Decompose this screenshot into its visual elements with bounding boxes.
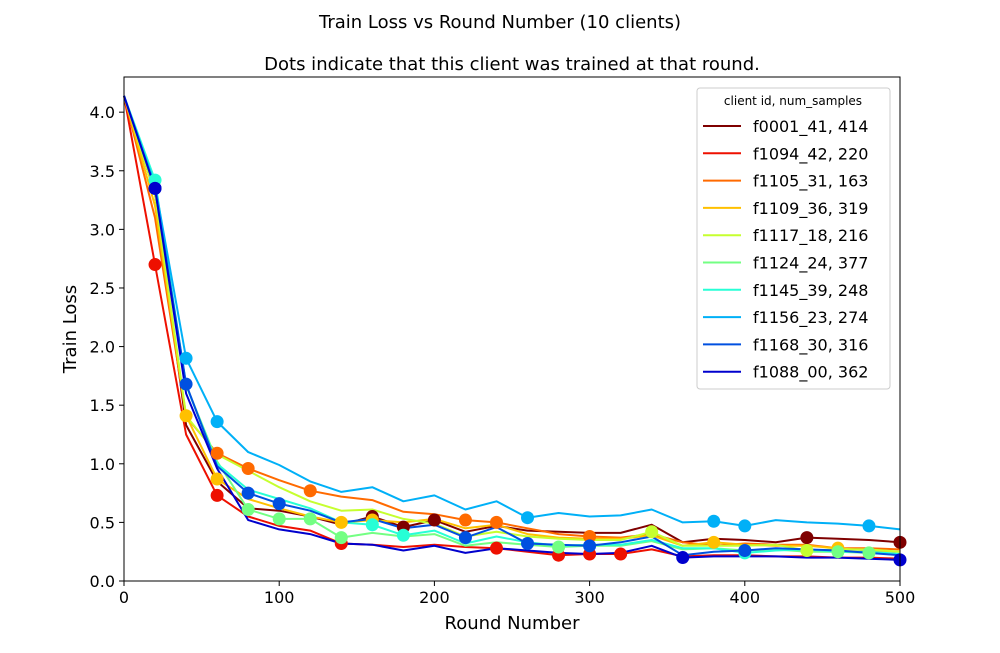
series-1-dot-320 <box>614 547 628 561</box>
legend-label-8: f1168_30, 316 <box>753 335 868 355</box>
legend-label-5: f1124_24, 377 <box>753 254 868 274</box>
series-8-dot-400 <box>738 544 752 558</box>
plot-frame <box>123 76 901 582</box>
series-5-dot-460 <box>831 545 845 559</box>
series-8-dot-80 <box>241 486 255 500</box>
series-2-dot-80 <box>241 461 255 475</box>
series-6-dot-160 <box>365 518 379 532</box>
chart-title: Train Loss vs Round Number (10 clients) <box>318 12 681 33</box>
series-8-dot-220 <box>458 531 472 545</box>
y-tick-label-4: 2.0 <box>90 338 115 357</box>
legend-label-2: f1105_31, 163 <box>753 172 868 192</box>
series-5-dot-80 <box>241 503 255 517</box>
x-axis-ticks: 0 100 200 300 400 500 <box>119 581 915 607</box>
series-1-dot-20 <box>148 258 162 272</box>
series-3-dot-40 <box>179 409 193 423</box>
series-0-dot-440 <box>800 531 814 545</box>
y-tick-label-3: 1.5 <box>90 396 115 415</box>
series-4-dot-440 <box>800 544 814 558</box>
legend-label-4: f1117_18, 216 <box>753 226 868 246</box>
legend-entries: f0001_41, 414 f1094_42, 220 f1105_31, 163 f… <box>703 117 868 383</box>
legend-box <box>696 87 891 390</box>
series-8-dot-300 <box>583 539 597 553</box>
series-1-dot-60 <box>210 488 224 502</box>
y-axis-ticks: 0.0 0.5 1.0 1.5 2.0 2.5 3.0 3.5 4.0 <box>90 103 124 591</box>
series-7-dot-260 <box>521 511 535 525</box>
legend-label-3: f1109_36, 319 <box>753 199 868 219</box>
x-tick-label-3: 300 <box>574 588 605 607</box>
y-tick-label-2: 1.0 <box>90 455 115 474</box>
series-2-dot-60 <box>210 446 224 460</box>
series-4-dot-340 <box>645 525 659 539</box>
series-5-dot-100 <box>272 512 286 526</box>
series-line-9 <box>123 95 901 561</box>
legend-label-9: f1088_00, 362 <box>753 363 868 383</box>
series-2-dot-300 <box>583 529 597 543</box>
series-7-dot-380 <box>707 514 721 528</box>
series-5-dot-280 <box>552 540 566 554</box>
series-2-dot-220 <box>458 513 472 527</box>
y-tick-label-1: 0.5 <box>90 513 115 532</box>
x-tick-label-4: 400 <box>730 588 761 607</box>
legend-label-1: f1094_42, 220 <box>753 144 868 164</box>
y-tick-label-8: 4.0 <box>90 103 115 122</box>
series-line-4 <box>123 95 901 553</box>
y-tick-label-7: 3.5 <box>90 162 115 181</box>
series-1-dot-240 <box>489 541 503 555</box>
series-6-dot-180 <box>396 528 410 542</box>
series-2-dot-240 <box>489 515 503 529</box>
dots-layer <box>148 173 907 567</box>
series-7-dot-480 <box>862 519 876 533</box>
legend-title: client id, num_samples <box>724 94 862 108</box>
legend-label-6: f1145_39, 248 <box>753 281 868 301</box>
series-8-dot-40 <box>179 377 193 391</box>
x-tick-label-5: 500 <box>885 588 916 607</box>
series-8-dot-260 <box>521 536 535 550</box>
series-line-7 <box>123 95 901 531</box>
y-tick-label-5: 2.5 <box>90 279 115 298</box>
series-2-dot-120 <box>303 484 317 498</box>
series-9-dot-20 <box>148 181 162 195</box>
series-0-dot-200 <box>427 513 441 527</box>
series-7-dot-60 <box>210 415 224 429</box>
y-tick-label-0: 0.0 <box>90 572 115 591</box>
series-5-dot-480 <box>862 546 876 560</box>
series-5-dot-140 <box>334 531 348 545</box>
legend-label-0: f0001_41, 414 <box>753 117 868 137</box>
x-tick-label-2: 200 <box>419 588 450 607</box>
series-7-dot-400 <box>738 519 752 533</box>
series-5-dot-120 <box>303 512 317 526</box>
legend: client id, num_samples f0001_41, 414 f109… <box>696 87 891 390</box>
series-8-dot-100 <box>272 497 286 511</box>
x-tick-label-1: 100 <box>264 588 295 607</box>
series-7-dot-40 <box>179 351 193 365</box>
series-3-dot-60 <box>210 472 224 486</box>
y-axis-label: Train Loss <box>60 285 81 374</box>
chart-subtitle: Dots indicate that this client was train… <box>264 54 760 75</box>
series-9-dot-360 <box>676 551 690 565</box>
x-tick-label-0: 0 <box>119 588 129 607</box>
x-axis-label: Round Number <box>445 613 581 634</box>
y-tick-label-6: 3.0 <box>90 220 115 239</box>
series-3-dot-380 <box>707 535 721 549</box>
series-3-dot-140 <box>334 515 348 529</box>
legend-label-7: f1156_23, 274 <box>753 308 868 328</box>
